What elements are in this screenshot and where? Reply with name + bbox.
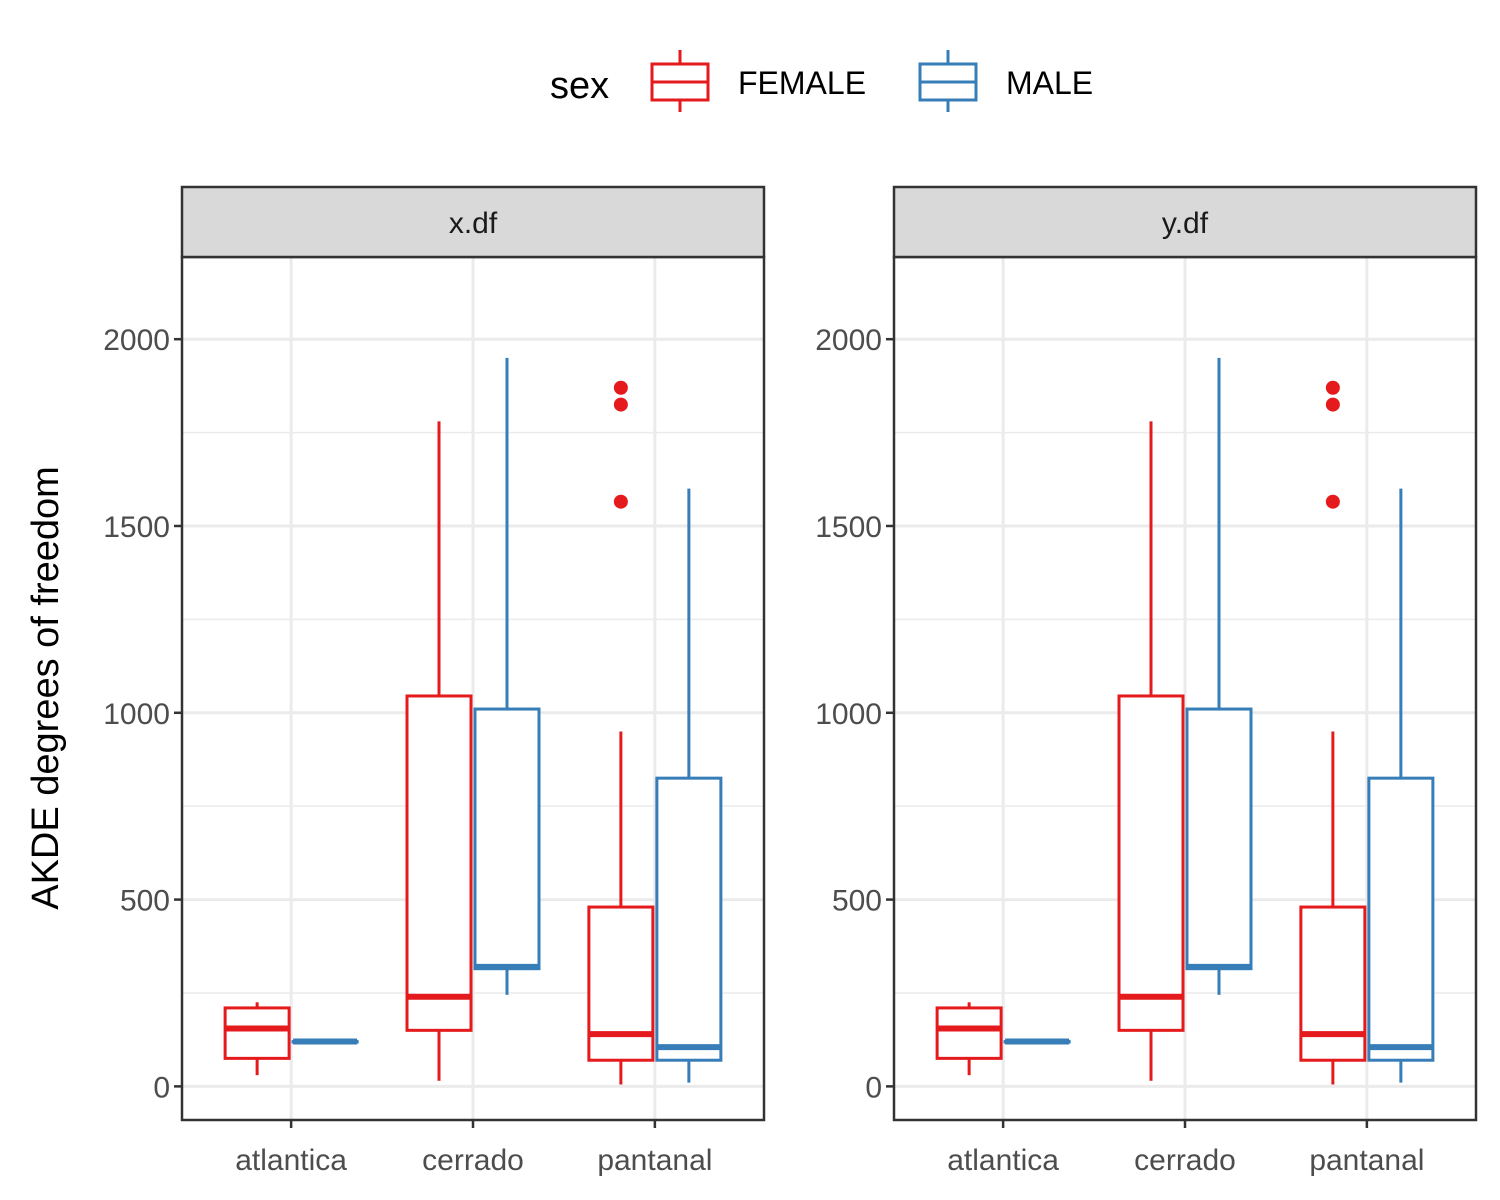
legend: sex FEMALE MALE bbox=[550, 50, 1093, 112]
box-outlier-point bbox=[1325, 397, 1340, 412]
x-tick-label: cerrado bbox=[1134, 1144, 1236, 1177]
y-tick-label: 2000 bbox=[815, 324, 882, 357]
y-axis-title: AKDE degrees of freedom bbox=[25, 466, 67, 910]
y-tick-label: 0 bbox=[153, 1071, 170, 1104]
box-body bbox=[1299, 905, 1367, 1062]
box-body bbox=[1185, 707, 1253, 971]
y-tick-label: 1500 bbox=[103, 511, 170, 544]
box-body bbox=[1367, 776, 1435, 1062]
legend-title: sex bbox=[550, 65, 609, 107]
box-outlier-point bbox=[613, 380, 628, 395]
box-cerrado-male bbox=[1185, 357, 1253, 995]
x-tick-label: atlantica bbox=[947, 1144, 1059, 1177]
legend-entry-male: MALE bbox=[918, 50, 1093, 112]
facet-strip-label: y.df bbox=[1162, 207, 1209, 240]
legend-entry-female: FEMALE bbox=[650, 50, 866, 112]
y-tick-label: 1000 bbox=[815, 698, 882, 731]
x-tick-label: pantanal bbox=[1309, 1144, 1424, 1177]
box-pantanal-male bbox=[655, 488, 723, 1083]
facet-strip-label: x.df bbox=[449, 207, 498, 240]
box-pantanal-male bbox=[1367, 488, 1435, 1083]
facet-strip bbox=[892, 185, 1478, 259]
box-cerrado-male bbox=[473, 357, 541, 995]
box-atlantica-female bbox=[935, 1002, 1003, 1076]
box-body bbox=[473, 707, 541, 971]
box-cerrado-female bbox=[1117, 421, 1185, 1081]
legend-label-female: FEMALE bbox=[738, 65, 866, 101]
y-tick-label: 0 bbox=[865, 1071, 882, 1104]
box-pantanal-female bbox=[1299, 380, 1367, 1085]
box-body bbox=[655, 776, 723, 1062]
box-outlier-point bbox=[1325, 380, 1340, 395]
y-tick-label: 500 bbox=[120, 885, 170, 918]
box-outlier-point bbox=[613, 494, 628, 509]
box-body bbox=[405, 694, 473, 1032]
box-outlier-point bbox=[1325, 494, 1340, 509]
legend-label-male: MALE bbox=[1006, 65, 1093, 101]
box-body bbox=[223, 1006, 291, 1060]
box-body bbox=[587, 905, 655, 1062]
facet-panel-2: y.df 0 500 1000 1500 2000 atlantica cerrado pant… bbox=[815, 185, 1478, 1177]
box-atlantica-male bbox=[291, 1038, 359, 1045]
y-tick-label: 500 bbox=[832, 885, 882, 918]
y-tick-label: 2000 bbox=[103, 324, 170, 357]
box-cerrado-female bbox=[405, 421, 473, 1081]
x-tick-label: atlantica bbox=[235, 1144, 347, 1177]
box-outlier-point bbox=[613, 397, 628, 412]
box-atlantica-male bbox=[1003, 1038, 1071, 1045]
x-tick-label: pantanal bbox=[597, 1144, 712, 1177]
box-atlantica-female bbox=[223, 1002, 291, 1076]
facet-panels: x.df 0 500 1000 1500 2000 atlantica cerrado pant… bbox=[103, 185, 1478, 1177]
facet-panel-1: x.df 0 500 1000 1500 2000 atlantica cerrado pant… bbox=[103, 185, 766, 1177]
facet-strip bbox=[180, 185, 766, 259]
x-tick-label: cerrado bbox=[422, 1144, 524, 1177]
box-body bbox=[1117, 694, 1185, 1032]
box-pantanal-female bbox=[587, 380, 655, 1085]
y-tick-label: 1500 bbox=[815, 511, 882, 544]
box-body bbox=[935, 1006, 1003, 1060]
y-tick-label: 1000 bbox=[103, 698, 170, 731]
